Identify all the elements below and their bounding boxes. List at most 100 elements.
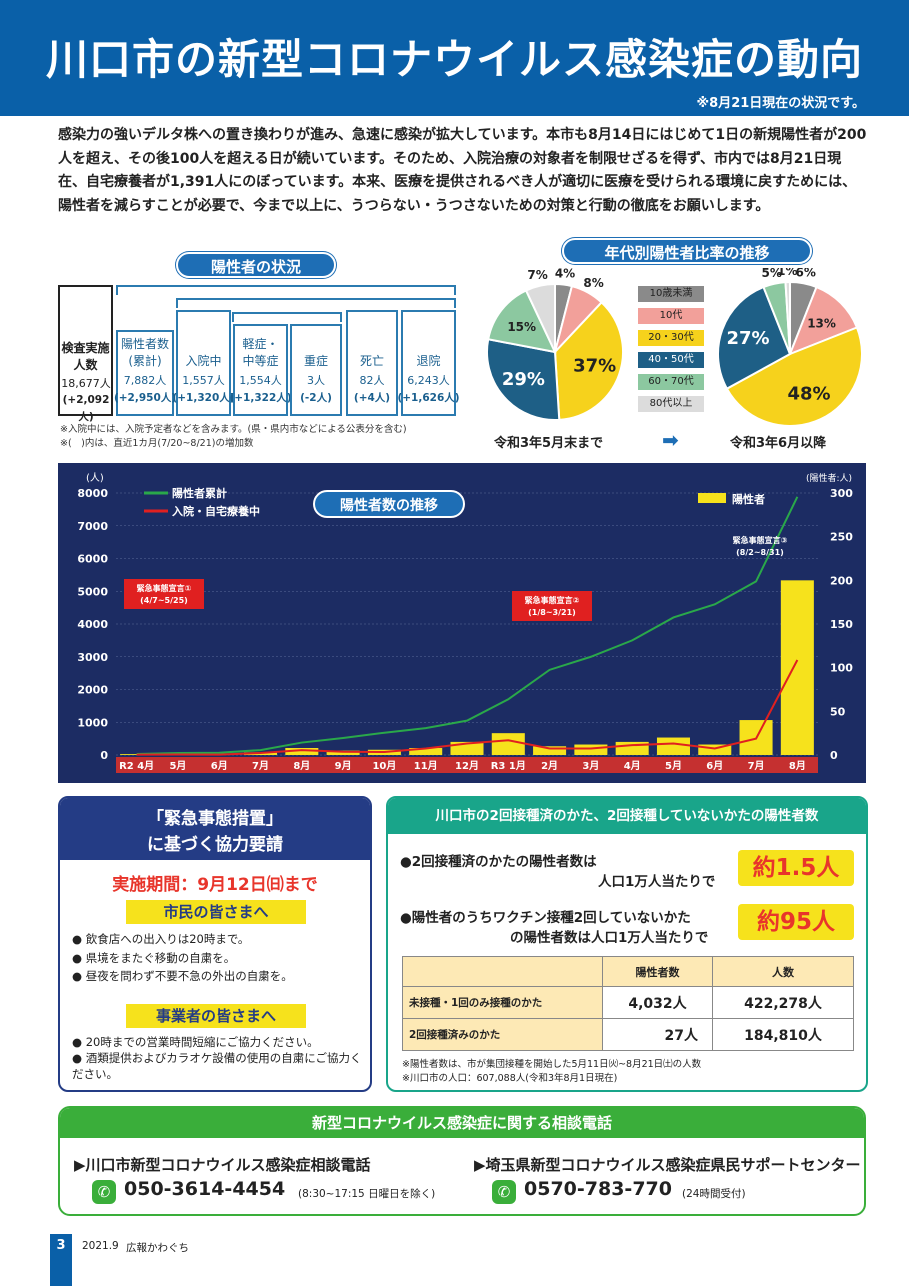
vaccine-item2b: の陽性者数は人口1万人当たりで: [510, 930, 709, 946]
x-tick: R2 4月: [119, 760, 154, 772]
x-tick: 8月: [789, 760, 806, 772]
request-title1: 「緊急事態措置」: [147, 809, 283, 829]
citizens-heading: 市民の皆さまへ: [126, 900, 306, 924]
page-title: 川口市の新型コロナウイルス感染症の動向: [45, 35, 863, 84]
y-left-tick: 8000: [77, 487, 108, 500]
x-tick: 7月: [252, 760, 269, 772]
x-tick: 9月: [335, 760, 352, 772]
table-header-row: 陽性者数 人数: [402, 956, 854, 987]
left-hours: (8:30~17:15 日曜日を除く): [298, 1188, 436, 1200]
legend-item: 40・50代: [638, 352, 704, 368]
bracket-line: [232, 312, 342, 322]
pie-label: 1%: [777, 268, 797, 278]
severe-delta: (-2人): [300, 392, 332, 404]
table-header: [402, 956, 603, 987]
vaccine-item2a: ●陽性者のうちワクチン接種2回していないかた: [400, 910, 691, 926]
legend-label: 入院・自宅療養中: [172, 504, 260, 518]
business-item: ● 20時までの営業時間短縮にご協力ください。: [72, 1035, 319, 1049]
chart-title-pill: [313, 490, 465, 518]
pie-label: 8%: [583, 276, 603, 290]
y-right-tick: 0: [830, 749, 838, 762]
y-right-tick: 300: [830, 487, 853, 500]
mild-label2: 中等症: [242, 354, 279, 368]
business-item: ● 酒類提供およびカラオケ設備の使用の自粛にご協力ください。: [72, 1051, 362, 1081]
hospital-value: 1,557人: [182, 374, 225, 387]
tests-value: 18,677人: [61, 377, 111, 390]
death-value: 82人: [359, 374, 385, 387]
table-row: 未接種・1回のみ接種のかた 4,032人 422,278人: [402, 986, 854, 1019]
pie-label: 6%: [796, 268, 816, 279]
x-tick: 5月: [665, 760, 682, 772]
x-tick: 3月: [582, 760, 599, 772]
date-note: ※8月21日現在の状況です。: [696, 96, 865, 111]
y-left-tick: 7000: [77, 520, 108, 533]
vaccine-value2: 約95人: [738, 904, 854, 940]
citizen-item: ● 県境をまたぐ移動の自粛を。: [72, 950, 236, 965]
hospital-delta: (+1,320人): [172, 392, 235, 404]
phone-icon: ✆: [92, 1180, 116, 1204]
y-left-tick: 4000: [77, 618, 108, 631]
chart-title: 陽性者数の推移: [340, 497, 438, 514]
x-tick: 6月: [706, 760, 723, 772]
x-tick: 8月: [293, 760, 310, 772]
pie-label: 7%: [527, 268, 547, 282]
page-number: 3: [56, 1238, 66, 1253]
pie-slice: [717, 285, 792, 391]
right-tel[interactable]: 0570-783-770: [524, 1178, 672, 1200]
hospital-label: 入院中: [185, 354, 222, 368]
bar: [698, 744, 732, 755]
y-right-unit: (陽性者:人): [806, 472, 852, 484]
severe-label: 重症: [303, 354, 328, 368]
death-delta: (+4人): [353, 392, 391, 404]
x-tick: 12月: [455, 760, 479, 772]
pie-label: 37%: [573, 355, 616, 376]
severe-box: [290, 324, 342, 416]
severe-value: 3人: [307, 374, 325, 387]
annotation-box: [512, 591, 592, 621]
x-tick: R3 1月: [491, 760, 526, 772]
bar: [656, 737, 690, 755]
y-right-tick: 250: [830, 531, 853, 544]
pie2-caption: 令和3年6月以降: [730, 436, 827, 451]
tests-label1: 検査実施: [61, 341, 110, 355]
pie-slice: [524, 282, 556, 353]
mild-label1: 軽症・: [242, 337, 279, 351]
vaccine-table: 陽性者数 人数 未接種・1回のみ接種のかた 4,032人 422,278人 2回…: [402, 956, 854, 1051]
tests-delta: (+2,092人): [62, 394, 110, 423]
table-cell: 184,810人: [712, 1018, 854, 1051]
legend-swatch: [698, 493, 726, 503]
y-right-tick: 150: [830, 618, 853, 631]
discharge-delta: (+1,626人): [397, 392, 460, 404]
month-axis: [116, 757, 818, 773]
annotation-box: [124, 579, 204, 609]
tests-box: [58, 285, 113, 416]
mild-value: 1,554人: [239, 374, 282, 387]
legend-item: 10代: [638, 308, 704, 324]
status-note2: ※( )内は、直近1カ月(7/20~8/21)の増加数: [60, 438, 254, 449]
intro-text: 感染力の強いデルタ株への置き換わりが進み、急速に感染が拡大しています。本市も8月…: [58, 127, 867, 214]
x-tick: 7月: [748, 760, 765, 772]
pie-label: 4%: [555, 268, 575, 281]
table-header: 人数: [712, 956, 854, 987]
table-cell: 4,032人: [602, 986, 713, 1019]
y-right-tick: 50: [830, 705, 846, 718]
legend-label: 陽性者: [732, 492, 765, 506]
vaccine-note1: ※陽性者数は、市が集団接種を開始した5月11日㈫~8月21日㈯の人数: [402, 1059, 702, 1070]
vaccine-panel: 川口市の2回接種済のかた、2回接種していないかたの陽性者数 ●2回接種済のかたの…: [386, 796, 868, 1092]
bracket-line: [176, 298, 456, 308]
annotation-label: 緊急事態宣言③: [733, 535, 788, 545]
x-tick: 5月: [169, 760, 186, 772]
positive-label1: 陽性者数: [120, 337, 169, 351]
positive-box: [116, 330, 174, 416]
x-tick: 4月: [624, 760, 641, 772]
left-tel[interactable]: 050-3614-4454: [124, 1178, 286, 1200]
legend-label: 陽性者累計: [172, 486, 227, 500]
y-right-tick: 100: [830, 662, 853, 675]
request-title2: に基づく協力要請: [147, 835, 283, 855]
bar: [491, 733, 525, 755]
bar: [285, 748, 319, 755]
annotation-label: 緊急事態宣言①: [137, 583, 192, 593]
footer-issue: 2021.9: [82, 1240, 119, 1252]
positive-label2: (累計): [128, 354, 162, 368]
series-line: [136, 496, 799, 756]
